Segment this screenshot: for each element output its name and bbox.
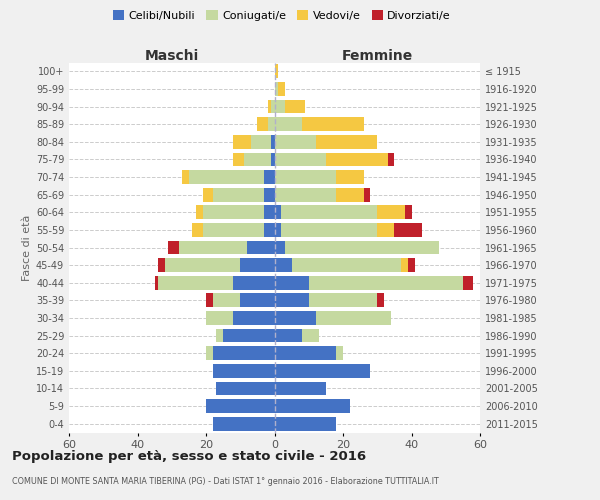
Bar bbox=[275, 170, 336, 184]
Bar bbox=[213, 346, 275, 360]
Bar bbox=[275, 346, 336, 360]
Bar bbox=[401, 258, 408, 272]
Text: Femmine: Femmine bbox=[341, 48, 413, 62]
Bar bbox=[213, 294, 240, 307]
Bar bbox=[233, 276, 275, 289]
Text: COMUNE DI MONTE SANTA MARIA TIBERINA (PG) - Dati ISTAT 1° gennaio 2016 - Elabora: COMUNE DI MONTE SANTA MARIA TIBERINA (PG… bbox=[12, 478, 439, 486]
Bar bbox=[316, 135, 377, 148]
Bar bbox=[364, 188, 370, 202]
Bar bbox=[275, 206, 281, 219]
Bar bbox=[268, 100, 271, 114]
Bar bbox=[281, 206, 377, 219]
Bar bbox=[169, 240, 179, 254]
Bar bbox=[264, 223, 275, 237]
Text: Maschi: Maschi bbox=[145, 48, 199, 62]
Bar bbox=[394, 223, 422, 237]
Bar bbox=[240, 294, 275, 307]
Bar bbox=[155, 276, 158, 289]
Bar bbox=[285, 100, 305, 114]
Bar bbox=[233, 135, 251, 148]
Text: Popolazione per età, sesso e stato civile - 2016: Popolazione per età, sesso e stato civil… bbox=[12, 450, 366, 463]
Bar bbox=[275, 399, 350, 413]
Bar bbox=[271, 100, 275, 114]
Bar bbox=[206, 311, 233, 325]
Bar bbox=[377, 223, 394, 237]
Bar bbox=[404, 206, 412, 219]
Bar bbox=[213, 188, 264, 202]
Bar bbox=[213, 417, 275, 430]
Bar bbox=[275, 118, 302, 131]
Bar bbox=[203, 206, 264, 219]
Bar bbox=[203, 188, 213, 202]
Bar bbox=[275, 311, 316, 325]
Bar bbox=[275, 258, 292, 272]
Bar bbox=[182, 170, 189, 184]
Bar bbox=[179, 240, 247, 254]
Bar bbox=[377, 206, 404, 219]
Bar bbox=[275, 417, 336, 430]
Bar bbox=[336, 346, 343, 360]
Bar bbox=[336, 170, 364, 184]
Bar bbox=[292, 258, 401, 272]
Bar bbox=[216, 328, 223, 342]
Bar bbox=[309, 294, 377, 307]
Bar bbox=[275, 135, 316, 148]
Bar bbox=[271, 135, 275, 148]
Bar bbox=[309, 276, 463, 289]
Bar bbox=[158, 276, 233, 289]
Bar bbox=[268, 118, 275, 131]
Bar bbox=[165, 258, 240, 272]
Bar bbox=[281, 223, 377, 237]
Bar bbox=[275, 64, 278, 78]
Bar bbox=[203, 223, 264, 237]
Bar bbox=[247, 240, 275, 254]
Bar bbox=[264, 206, 275, 219]
Bar bbox=[158, 258, 165, 272]
Bar bbox=[388, 152, 394, 166]
Bar bbox=[233, 311, 275, 325]
Y-axis label: Fasce di età: Fasce di età bbox=[22, 214, 32, 280]
Bar bbox=[216, 382, 275, 396]
Bar bbox=[233, 152, 244, 166]
Bar bbox=[278, 82, 285, 96]
Bar bbox=[240, 258, 275, 272]
Bar bbox=[192, 223, 203, 237]
Bar bbox=[213, 364, 275, 378]
Bar bbox=[302, 328, 319, 342]
Y-axis label: Anni di nascita: Anni di nascita bbox=[597, 206, 600, 289]
Bar bbox=[271, 152, 275, 166]
Bar bbox=[377, 294, 384, 307]
Bar bbox=[275, 100, 285, 114]
Bar bbox=[275, 382, 326, 396]
Bar bbox=[316, 311, 391, 325]
Bar bbox=[275, 276, 309, 289]
Bar bbox=[275, 240, 285, 254]
Bar bbox=[264, 188, 275, 202]
Bar bbox=[275, 364, 370, 378]
Bar bbox=[275, 82, 278, 96]
Legend: Celibi/Nubili, Coniugati/e, Vedovi/e, Divorziati/e: Celibi/Nubili, Coniugati/e, Vedovi/e, Di… bbox=[109, 6, 455, 25]
Bar bbox=[336, 188, 364, 202]
Bar bbox=[257, 118, 268, 131]
Bar bbox=[463, 276, 473, 289]
Bar bbox=[244, 152, 271, 166]
Bar bbox=[408, 258, 415, 272]
Bar bbox=[264, 170, 275, 184]
Bar bbox=[302, 118, 364, 131]
Bar bbox=[275, 223, 281, 237]
Bar bbox=[285, 240, 439, 254]
Bar bbox=[275, 294, 309, 307]
Bar bbox=[223, 328, 275, 342]
Bar bbox=[206, 399, 275, 413]
Bar bbox=[206, 346, 213, 360]
Bar bbox=[326, 152, 388, 166]
Bar bbox=[275, 328, 302, 342]
Bar bbox=[189, 170, 264, 184]
Bar bbox=[275, 152, 326, 166]
Bar bbox=[275, 188, 336, 202]
Bar bbox=[196, 206, 203, 219]
Bar bbox=[206, 294, 213, 307]
Bar bbox=[251, 135, 271, 148]
